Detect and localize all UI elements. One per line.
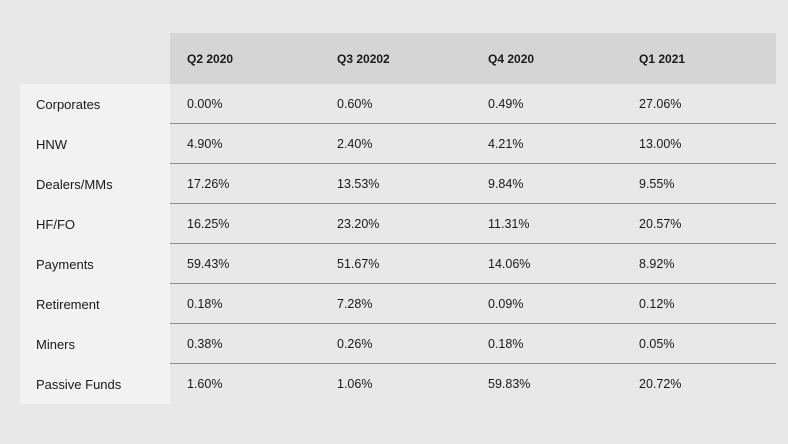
row-values: 4.90% 2.40% 4.21% 13.00% xyxy=(170,124,776,164)
row-label: Retirement xyxy=(20,284,170,324)
table-row: HF/FO 16.25% 23.20% 11.31% 20.57% xyxy=(20,204,776,244)
table-row: Miners 0.38% 0.26% 0.18% 0.05% xyxy=(20,324,776,364)
row-label: HNW xyxy=(20,124,170,164)
table-row: Payments 59.43% 51.67% 14.06% 8.92% xyxy=(20,244,776,284)
table-cell: 59.83% xyxy=(488,377,531,391)
row-values: 16.25% 23.20% 11.31% 20.57% xyxy=(170,204,776,244)
table-cell: 0.05% xyxy=(639,336,675,351)
table-cell: 13.53% xyxy=(337,176,380,191)
table-cell: 14.06% xyxy=(488,256,531,271)
table-cell: 4.21% xyxy=(488,136,524,151)
table-row: Dealers/MMs 17.26% 13.53% 9.84% 9.55% xyxy=(20,164,776,204)
column-header-q3-2020: Q3 20202 xyxy=(337,51,390,66)
table-cell: 59.43% xyxy=(187,256,230,271)
row-values: 59.43% 51.67% 14.06% 8.92% xyxy=(170,244,776,284)
table-cell: 7.28% xyxy=(337,296,373,311)
table-cell: 16.25% xyxy=(187,216,230,231)
column-header-q4-2020: Q4 2020 xyxy=(488,51,535,66)
table-row: Passive Funds 1.60% 1.06% 59.83% 20.72% xyxy=(20,364,776,404)
row-label: Payments xyxy=(20,244,170,284)
row-label: Miners xyxy=(20,324,170,364)
table-cell: 0.26% xyxy=(337,336,373,351)
table-cell: 0.38% xyxy=(187,336,223,351)
table-cell: 51.67% xyxy=(337,256,380,271)
table-cell: 0.18% xyxy=(187,296,223,311)
table-cell: 1.06% xyxy=(337,377,373,391)
table-header: Q2 2020 Q3 20202 Q4 2020 Q1 2021 xyxy=(20,33,776,84)
table-cell: 27.06% xyxy=(639,96,682,111)
table-row: HNW 4.90% 2.40% 4.21% 13.00% xyxy=(20,124,776,164)
column-header-q2-2020: Q2 2020 xyxy=(187,51,234,66)
table-cell: 20.72% xyxy=(639,377,682,391)
table-cell: 9.84% xyxy=(488,176,524,191)
table-cell: 0.18% xyxy=(488,336,524,351)
row-values: 1.60% 1.06% 59.83% 20.72% xyxy=(170,364,776,404)
table-row: Corporates 0.00% 0.60% 0.49% 27.06% xyxy=(20,84,776,124)
row-values: 0.18% 7.28% 0.09% 0.12% xyxy=(170,284,776,324)
table-cell: 13.00% xyxy=(639,136,682,151)
row-label: Corporates xyxy=(20,84,170,124)
table-cell: 11.31% xyxy=(488,216,530,231)
header-corner xyxy=(20,33,170,84)
table-cell: 17.26% xyxy=(187,176,230,191)
row-values: 0.38% 0.26% 0.18% 0.05% xyxy=(170,324,776,364)
header-band: Q2 2020 Q3 20202 Q4 2020 Q1 2021 xyxy=(170,33,776,84)
table-cell: 0.12% xyxy=(639,296,675,311)
table-cell: 4.90% xyxy=(187,136,223,151)
row-label: Dealers/MMs xyxy=(20,164,170,204)
table-cell: 1.60% xyxy=(187,377,223,391)
data-table: Q2 2020 Q3 20202 Q4 2020 Q1 2021 Corpora… xyxy=(20,33,776,404)
table-row: Retirement 0.18% 7.28% 0.09% 0.12% xyxy=(20,284,776,324)
row-label: Passive Funds xyxy=(20,364,170,404)
row-values: 0.00% 0.60% 0.49% 27.06% xyxy=(170,84,776,124)
table-cell: 2.40% xyxy=(337,136,373,151)
table-cell: 8.92% xyxy=(639,256,675,271)
table-cell: 0.49% xyxy=(488,96,524,111)
table-cell: 23.20% xyxy=(337,216,380,231)
table-cell: 0.60% xyxy=(337,96,373,111)
table-cell: 0.09% xyxy=(488,296,524,311)
table-cell: 20.57% xyxy=(639,216,682,231)
table-cell: 9.55% xyxy=(639,176,675,191)
row-values: 17.26% 13.53% 9.84% 9.55% xyxy=(170,164,776,204)
column-header-q1-2021: Q1 2021 xyxy=(639,51,686,66)
row-label: HF/FO xyxy=(20,204,170,244)
table-cell: 0.00% xyxy=(187,96,223,111)
